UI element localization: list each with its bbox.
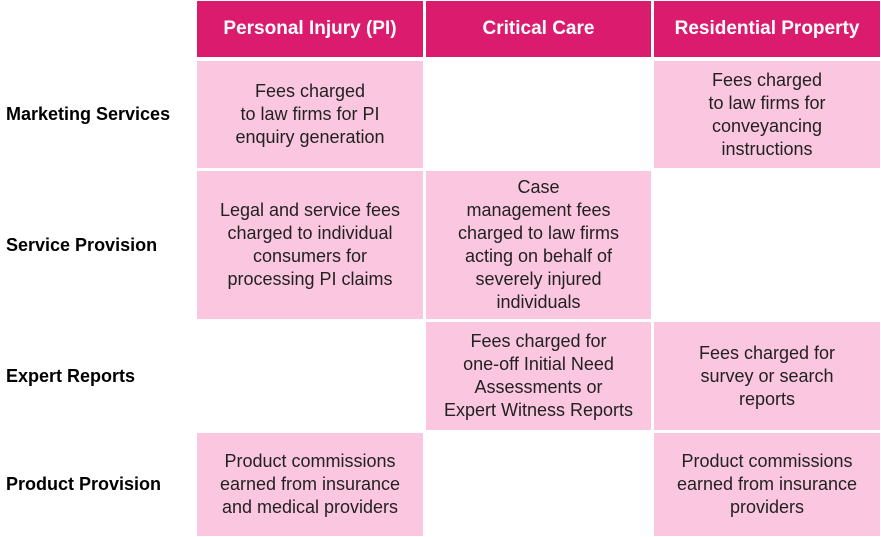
- cell-text-line: Case: [517, 177, 560, 197]
- cell-text-line: management fees: [466, 200, 611, 220]
- cell-text-line: earned from insurance: [219, 474, 401, 494]
- cell-text-line: to law firms for PI: [240, 104, 380, 124]
- cell-expert-critical-care: Fees charged for one-off Initial Need Asse…: [426, 322, 651, 430]
- column-header-personal-injury: Personal Injury (PI): [197, 1, 423, 57]
- cell-marketing-residential: Fees charged to law firms for conveyancing…: [654, 61, 880, 168]
- cell-text-line: processing PI claims: [227, 269, 393, 289]
- cell-service-pi: Legal and service fees charged to individ…: [197, 171, 423, 319]
- cell-text: Fees charged for one-off Initial Need Asse…: [444, 330, 633, 422]
- cell-text: Legal and service fees charged to individ…: [220, 199, 400, 291]
- cell-text-line: Fees charged: [711, 69, 823, 90]
- cell-marketing-pi: Fees charged to law firms for PI enquiry g…: [197, 61, 423, 168]
- column-header-residential-property: Residential Property: [654, 1, 880, 57]
- cell-text-line: Legal and service fees: [219, 200, 401, 220]
- cell-text-line: Expert Witness Reports: [443, 400, 634, 420]
- cell-text-line: and medical providers: [221, 497, 399, 517]
- cell-text-line: to law firms for: [708, 92, 826, 113]
- cell-text-line: Assessments or: [474, 377, 603, 397]
- cell-text: Fees charged for survey or search reports: [699, 342, 835, 411]
- cell-text-line: Fees charged for: [698, 342, 836, 363]
- cell-expert-residential: Fees charged for survey or search reports: [654, 322, 880, 430]
- cell-text-line: providers: [729, 497, 804, 517]
- cell-text-line: reports: [738, 388, 795, 409]
- cell-text: Case management fees charged to law firms a…: [458, 176, 619, 314]
- cell-text: Product commissions earned from insurance…: [677, 450, 857, 519]
- cell-product-residential: Product commissions earned from insurance…: [654, 433, 880, 536]
- cell-marketing-critical-care: [426, 61, 651, 168]
- cell-product-pi: Product commissions earned from insurance…: [197, 433, 423, 536]
- cell-text-line: charged to individual: [227, 223, 393, 243]
- cell-text-line: earned from insurance: [676, 474, 858, 494]
- cell-text: Fees charged to law firms for conveyancing…: [708, 69, 825, 161]
- cell-service-residential: [654, 171, 880, 319]
- cell-text-line: one-off Initial Need: [463, 354, 614, 374]
- cell-text: Fees charged to law firms for PI enquiry g…: [235, 80, 384, 149]
- cell-text-line: Fees charged for: [470, 331, 607, 351]
- row-label-marketing-services: Marketing Services: [6, 104, 171, 124]
- cell-text-line: individuals: [496, 292, 581, 312]
- row-label-service-provision: Service Provision: [6, 234, 158, 255]
- cell-product-critical-care: [426, 433, 651, 536]
- cell-text-line: Product commissions: [681, 451, 853, 471]
- row-label-product-provision: Product Provision: [6, 474, 162, 494]
- cell-text-line: acting on behalf of: [464, 246, 613, 266]
- cell-text-line: charged to law firms: [457, 223, 620, 243]
- cell-text-line: enquiry generation: [235, 127, 385, 147]
- cell-text-line: Product commissions: [224, 451, 396, 471]
- row-label-expert-reports: Expert Reports: [6, 365, 136, 386]
- cell-text-line: severely injured: [475, 269, 602, 289]
- cell-text-line: survey or search: [700, 365, 834, 386]
- column-header-critical-care: Critical Care: [426, 1, 651, 57]
- cell-service-critical-care: Case management fees charged to law firms a…: [426, 171, 651, 319]
- cell-text-line: instructions: [721, 138, 813, 159]
- cell-text-line: consumers for: [252, 246, 368, 266]
- cell-text-line: Fees charged: [254, 81, 366, 101]
- cell-text: Product commissions earned from insurance…: [220, 450, 400, 519]
- cell-text-line: conveyancing: [711, 115, 823, 136]
- cell-expert-pi: [197, 322, 423, 430]
